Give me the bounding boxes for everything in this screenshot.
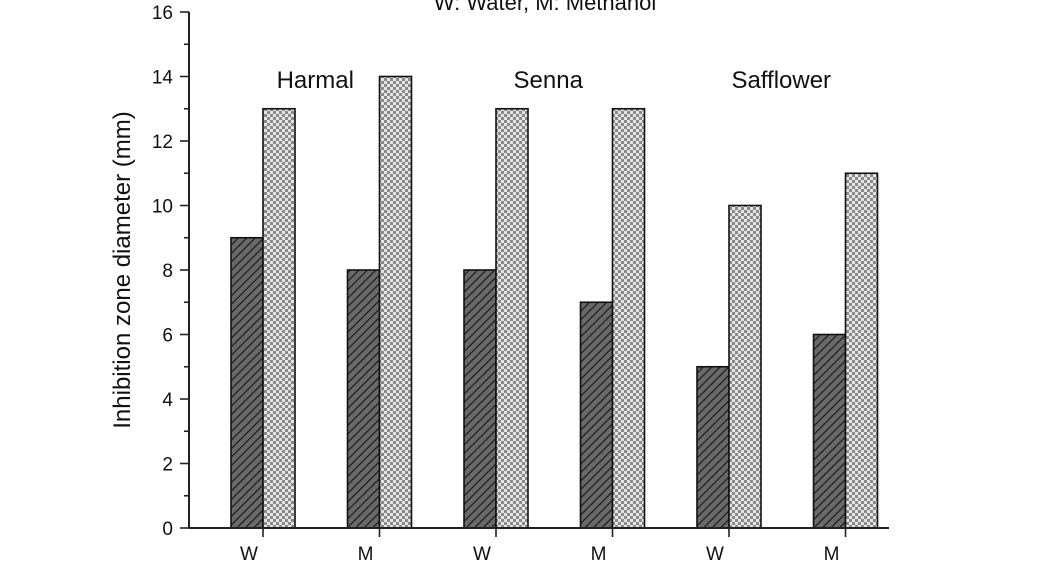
x-tick-label: M [824, 544, 840, 565]
bar-series-1-w-1 [230, 236, 264, 529]
x-tick-label: M [591, 544, 607, 565]
y-tick-label: 0 [162, 519, 173, 540]
group-label-harmal: Harmal [277, 67, 354, 94]
bar-series-1-w-3 [463, 269, 497, 529]
bar-series-1-w-5 [696, 365, 730, 529]
bar-series-2-m-4 [611, 107, 646, 529]
group-label-safflower: Safflower [731, 67, 831, 94]
y-axis: 0 2 4 6 8 10 12 14 16 [152, 3, 190, 540]
y-tick-label: 10 [152, 197, 173, 218]
bar-series-1-m-2 [346, 269, 381, 529]
bar-series-1-m-6 [812, 333, 847, 529]
group-label-senna: Senna [514, 67, 584, 94]
bar-series-2-m-2 [378, 75, 413, 529]
y-tick-label: 6 [162, 326, 173, 347]
bar-series-2-m-6 [844, 172, 879, 529]
x-tick-label: W [706, 544, 724, 565]
y-axis-title: Inhibition zone diameter (mm) [109, 111, 136, 428]
bar-series-2-w-5 [728, 204, 762, 529]
bars-layer [230, 75, 879, 529]
x-tick-label: W [473, 544, 491, 565]
bar-series-2-w-1 [262, 107, 296, 529]
group-labels: Harmal Senna Safflower [277, 67, 831, 94]
y-tick-label: 2 [162, 455, 173, 476]
y-tick-label: 4 [162, 390, 173, 411]
x-tick-label: M [358, 544, 374, 565]
y-tick-label: 8 [162, 261, 173, 282]
y-tick-label: 16 [152, 3, 173, 24]
y-tick-label: 14 [152, 68, 174, 89]
chart-note: W: Water, M: Methanol [434, 0, 657, 15]
x-tick-label: W [240, 544, 258, 565]
y-tick-label: 12 [152, 132, 173, 153]
bar-series-1-m-4 [579, 301, 614, 529]
bar-series-2-w-3 [495, 107, 529, 529]
